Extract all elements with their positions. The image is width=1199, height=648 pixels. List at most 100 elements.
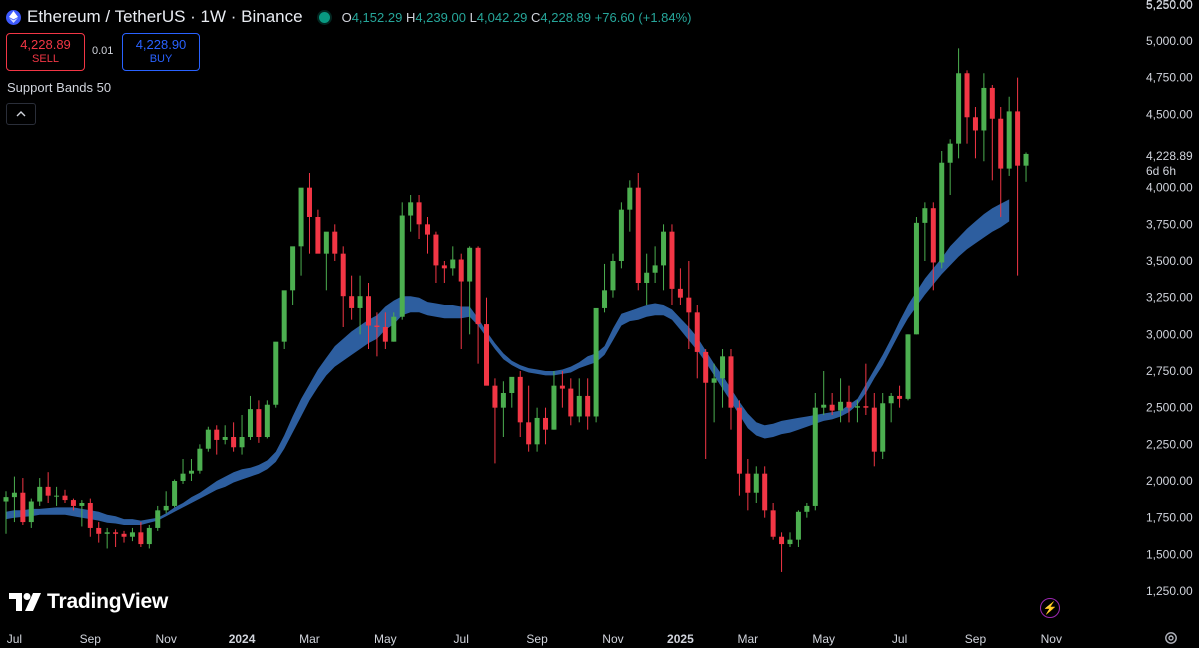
candle [172, 479, 178, 508]
price-tick-label: 2,250.00 [1146, 437, 1193, 451]
candle [686, 261, 692, 349]
price-tick-label: 3,000.00 [1146, 327, 1193, 341]
candle [315, 209, 321, 254]
candle [155, 505, 161, 531]
candle-body [880, 403, 886, 452]
candle [534, 407, 540, 452]
candle-body [956, 73, 962, 144]
candle-body [104, 532, 110, 534]
candle [846, 385, 852, 423]
candle-body [281, 290, 287, 342]
candle-body [1023, 153, 1029, 166]
candle-body [256, 409, 262, 437]
lightning-icon[interactable]: ⚡ [1040, 598, 1060, 618]
candle-body [484, 324, 490, 386]
candle-body [829, 404, 835, 411]
candle [416, 195, 422, 239]
candle-body [610, 261, 616, 291]
candle-body [315, 217, 321, 254]
candle-body [627, 187, 633, 210]
candle-body [989, 87, 995, 119]
candle [467, 246, 473, 335]
price-tick-label: 5,000.00 [1146, 34, 1193, 48]
symbol-header[interactable]: Ethereum / TetherUS · 1W · Binance O4,15… [6, 7, 692, 27]
bar-countdown-label: 6d 6h [1146, 164, 1176, 178]
candle [382, 312, 388, 349]
collapse-indicators-button[interactable] [6, 103, 36, 125]
buy-button[interactable]: 4,228.90 BUY [122, 33, 200, 71]
time-axis[interactable]: Jul Sep Nov 2024 Mar May Jul Sep Nov 2025 Mar May Ju… [7, 632, 1062, 646]
candle [37, 478, 43, 506]
price-tick-label: 1,250.00 [1146, 584, 1193, 598]
open-label: O [341, 9, 352, 25]
price-tick-label: 2,750.00 [1146, 364, 1193, 378]
candle [812, 393, 818, 511]
candle [770, 503, 776, 540]
time-tick-label: May [374, 632, 397, 646]
candle-body [121, 533, 127, 537]
candle [458, 253, 464, 349]
candle-body [298, 187, 304, 247]
candle-body [652, 265, 658, 273]
candle-body [163, 505, 169, 511]
sell-button[interactable]: 4,228.89 SELL [6, 33, 85, 71]
candle-body [37, 486, 43, 502]
candle-body [930, 208, 936, 263]
candle-body [602, 290, 608, 308]
candle [365, 283, 371, 349]
candle [87, 498, 93, 537]
candle [745, 459, 751, 511]
candle-body [947, 143, 953, 163]
price-tick-label: 2,500.00 [1146, 401, 1193, 415]
candle-body [138, 532, 144, 545]
candle [239, 415, 245, 455]
candle-body [391, 316, 397, 342]
time-tick-label: 2024 [229, 632, 256, 646]
candle-body [779, 536, 785, 545]
candle [930, 202, 936, 291]
candle-body [618, 209, 624, 261]
price-tick-label: 1,500.00 [1146, 547, 1193, 561]
candle [703, 349, 709, 459]
candle [222, 425, 228, 445]
time-tick-label: May [812, 632, 835, 646]
tradingview-logo-icon [9, 593, 41, 611]
candle-body [96, 527, 102, 534]
gear-icon[interactable] [1163, 630, 1179, 646]
candle [677, 268, 683, 305]
candle [180, 459, 186, 484]
candle-body [922, 208, 928, 223]
live-status-icon [318, 11, 330, 23]
candle [96, 522, 102, 543]
candle [349, 275, 355, 320]
buy-price: 4,228.90 [135, 37, 187, 52]
symbol-title[interactable]: Ethereum / TetherUS · 1W · Binance [27, 7, 303, 26]
indicator-legend[interactable]: Support Bands 50 [7, 80, 112, 95]
tradingview-logo[interactable]: TradingView [9, 590, 168, 614]
time-tick-label: Sep [80, 632, 102, 646]
candle [644, 253, 650, 305]
candle [551, 371, 557, 430]
candle-body [1006, 111, 1012, 169]
candle [214, 425, 220, 455]
support-band-area [6, 199, 1010, 525]
candle-body [450, 259, 456, 269]
time-tick-label: Sep [965, 632, 987, 646]
candle [947, 139, 953, 195]
candle-body [753, 473, 759, 493]
candle-body [247, 409, 253, 437]
candle [913, 217, 919, 335]
candle [54, 486, 60, 506]
change-value: +76.60 (+1.84%) [594, 9, 692, 25]
price-axis[interactable]: 1,250.00 1,500.00 1,750.00 2,000.00 2,250.00… [1146, 0, 1193, 598]
candle [728, 349, 734, 430]
candle [290, 246, 296, 305]
candle [264, 400, 270, 439]
price-tick-label: 5,250.00 [1146, 0, 1193, 11]
candle-body [694, 312, 700, 352]
candle [1015, 77, 1021, 276]
candle [669, 224, 675, 305]
candle-body [821, 404, 827, 408]
candle-body [559, 385, 565, 389]
